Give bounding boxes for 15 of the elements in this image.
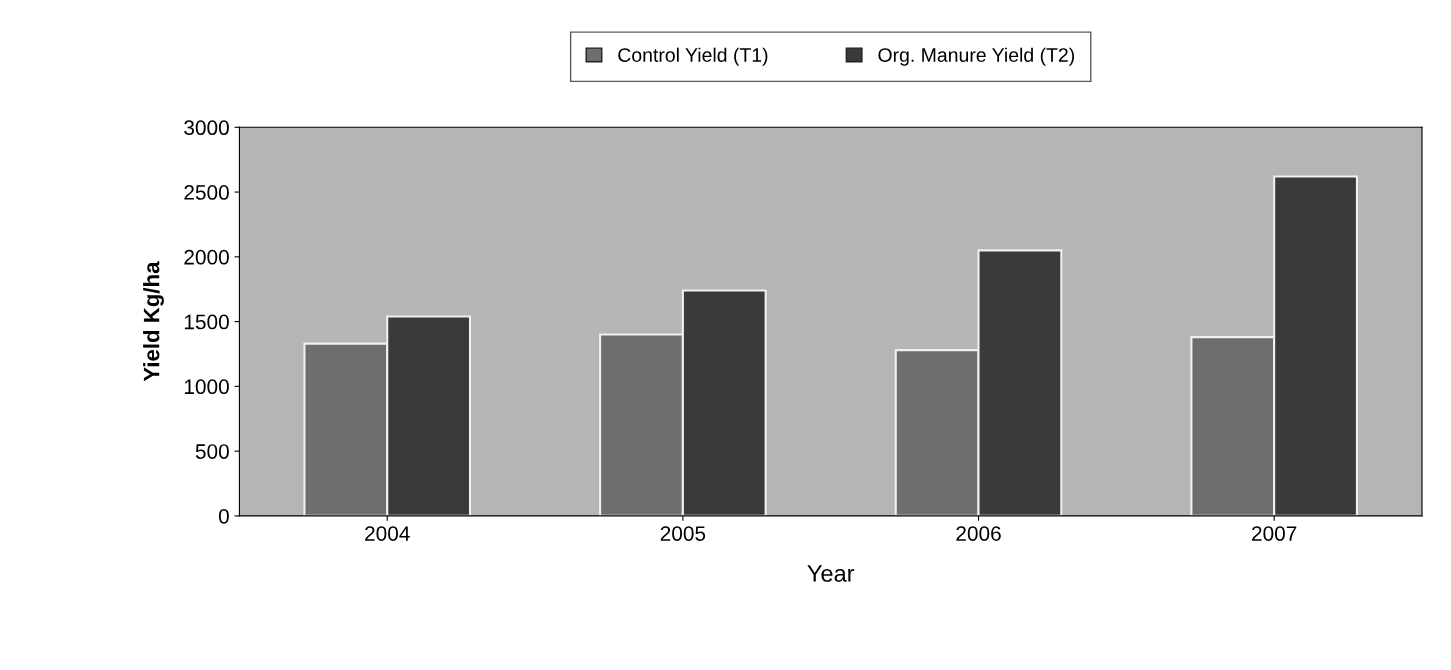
y-tick-label: 0 [218,508,229,524]
x-tick-label: 2004 [365,526,410,541]
y-tick-label: 1000 [184,379,229,395]
legend-label: Control Yield (T1) [618,47,768,66]
x-tick-label: 2005 [660,526,706,541]
x-tick-label: 2006 [956,526,1001,541]
x-axis-title: Year [807,565,855,582]
x-tick-label: 2007 [1252,526,1297,541]
y-tick-label: 1500 [184,314,229,330]
y-axis-title: Yield Kg/ha [143,261,164,382]
y-tick-label: 2500 [184,185,229,200]
y-tick-label: 500 [195,444,229,459]
legend-label: Org. Manure Yield (T2) [878,47,1075,66]
y-tick-label: 2000 [184,249,229,265]
y-tick-label: 3000 [184,120,229,136]
